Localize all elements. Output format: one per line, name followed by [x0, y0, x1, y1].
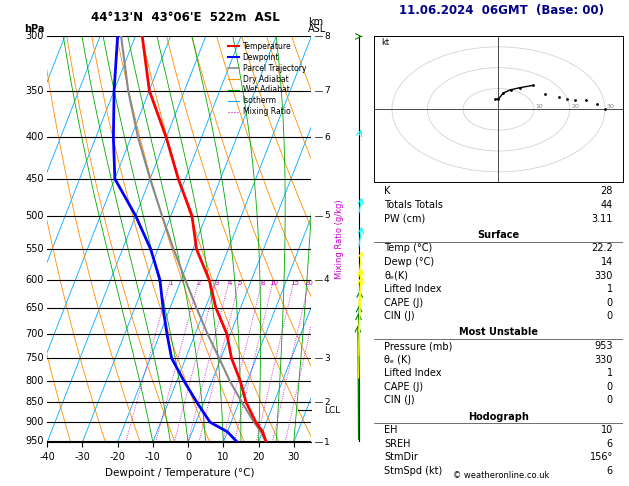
Text: 700: 700 [26, 329, 44, 339]
Text: 0: 0 [606, 298, 613, 308]
Text: 1: 1 [168, 280, 172, 286]
Text: StmDir: StmDir [384, 452, 418, 462]
Text: SREH: SREH [384, 439, 411, 449]
Text: K: K [384, 187, 391, 196]
Text: CIN (J): CIN (J) [384, 396, 415, 405]
Text: 14: 14 [601, 257, 613, 267]
Text: 3: 3 [324, 354, 330, 363]
Text: 800: 800 [26, 376, 44, 386]
Text: © weatheronline.co.uk: © weatheronline.co.uk [454, 471, 550, 480]
Text: EH: EH [384, 425, 398, 435]
Text: 5: 5 [238, 280, 242, 286]
Text: 900: 900 [26, 417, 44, 427]
Text: 500: 500 [26, 211, 44, 221]
Text: θₑ(K): θₑ(K) [384, 271, 408, 280]
Text: 0: 0 [606, 382, 613, 392]
Text: 950: 950 [26, 436, 44, 446]
Text: Mixing Ratio (g/kg): Mixing Ratio (g/kg) [335, 200, 344, 279]
Text: km: km [308, 17, 323, 27]
Text: 6: 6 [606, 466, 613, 476]
Text: 600: 600 [26, 275, 44, 285]
Text: θₑ (K): θₑ (K) [384, 355, 411, 364]
Text: 8: 8 [260, 280, 265, 286]
Text: 22.2: 22.2 [591, 243, 613, 253]
Text: hPa: hPa [24, 24, 44, 34]
Text: 10: 10 [601, 425, 613, 435]
Text: 10: 10 [269, 280, 278, 286]
Text: 750: 750 [25, 353, 44, 363]
Text: 4: 4 [227, 280, 231, 286]
Text: 4: 4 [324, 275, 330, 284]
Text: Temp (°C): Temp (°C) [384, 243, 433, 253]
Text: 2: 2 [324, 398, 330, 407]
Text: 28: 28 [601, 187, 613, 196]
Text: 2: 2 [197, 280, 201, 286]
Text: 8: 8 [324, 32, 330, 41]
Text: 850: 850 [26, 397, 44, 407]
Text: 156°: 156° [589, 452, 613, 462]
Text: LCL: LCL [325, 406, 341, 415]
Text: 300: 300 [26, 32, 44, 41]
X-axis label: Dewpoint / Temperature (°C): Dewpoint / Temperature (°C) [104, 468, 254, 478]
Text: Totals Totals: Totals Totals [384, 200, 443, 210]
Text: 450: 450 [26, 174, 44, 184]
Text: 3.11: 3.11 [591, 214, 613, 224]
Text: 330: 330 [594, 355, 613, 364]
Text: 5: 5 [324, 211, 330, 220]
Text: kt: kt [381, 38, 389, 47]
Text: PW (cm): PW (cm) [384, 214, 425, 224]
Text: 550: 550 [25, 244, 44, 254]
Text: 6: 6 [606, 439, 613, 449]
Text: 330: 330 [594, 271, 613, 280]
Text: 650: 650 [26, 303, 44, 313]
Text: 7: 7 [324, 86, 330, 95]
Text: CAPE (J): CAPE (J) [384, 382, 423, 392]
Text: Dewp (°C): Dewp (°C) [384, 257, 434, 267]
Legend: Temperature, Dewpoint, Parcel Trajectory, Dry Adiabat, Wet Adiabat, Isotherm, Mi: Temperature, Dewpoint, Parcel Trajectory… [226, 40, 308, 118]
Text: CIN (J): CIN (J) [384, 312, 415, 321]
Text: 1: 1 [606, 368, 613, 378]
Text: 350: 350 [26, 86, 44, 96]
Text: Lifted Index: Lifted Index [384, 368, 442, 378]
Text: 11.06.2024  06GMT  (Base: 00): 11.06.2024 06GMT (Base: 00) [399, 4, 604, 17]
Text: 6: 6 [324, 133, 330, 142]
Text: Surface: Surface [477, 230, 520, 240]
Text: 0: 0 [606, 396, 613, 405]
Text: 30: 30 [607, 104, 615, 109]
Text: 400: 400 [26, 133, 44, 142]
Text: 44°13'N  43°06'E  522m  ASL: 44°13'N 43°06'E 522m ASL [91, 11, 280, 23]
Text: 1: 1 [606, 284, 613, 294]
Text: 15: 15 [290, 280, 299, 286]
Text: 44: 44 [601, 200, 613, 210]
Text: Lifted Index: Lifted Index [384, 284, 442, 294]
Text: 3: 3 [214, 280, 219, 286]
Text: ASL: ASL [308, 24, 326, 34]
Text: 20: 20 [305, 280, 314, 286]
Text: Pressure (mb): Pressure (mb) [384, 341, 453, 351]
Text: 1: 1 [324, 438, 330, 447]
Text: 20: 20 [571, 104, 579, 109]
Text: 0: 0 [606, 312, 613, 321]
Text: 953: 953 [594, 341, 613, 351]
Text: CAPE (J): CAPE (J) [384, 298, 423, 308]
Text: Most Unstable: Most Unstable [459, 328, 538, 337]
Text: StmSpd (kt): StmSpd (kt) [384, 466, 442, 476]
Text: 10: 10 [536, 104, 543, 109]
Text: Hodograph: Hodograph [468, 412, 529, 421]
